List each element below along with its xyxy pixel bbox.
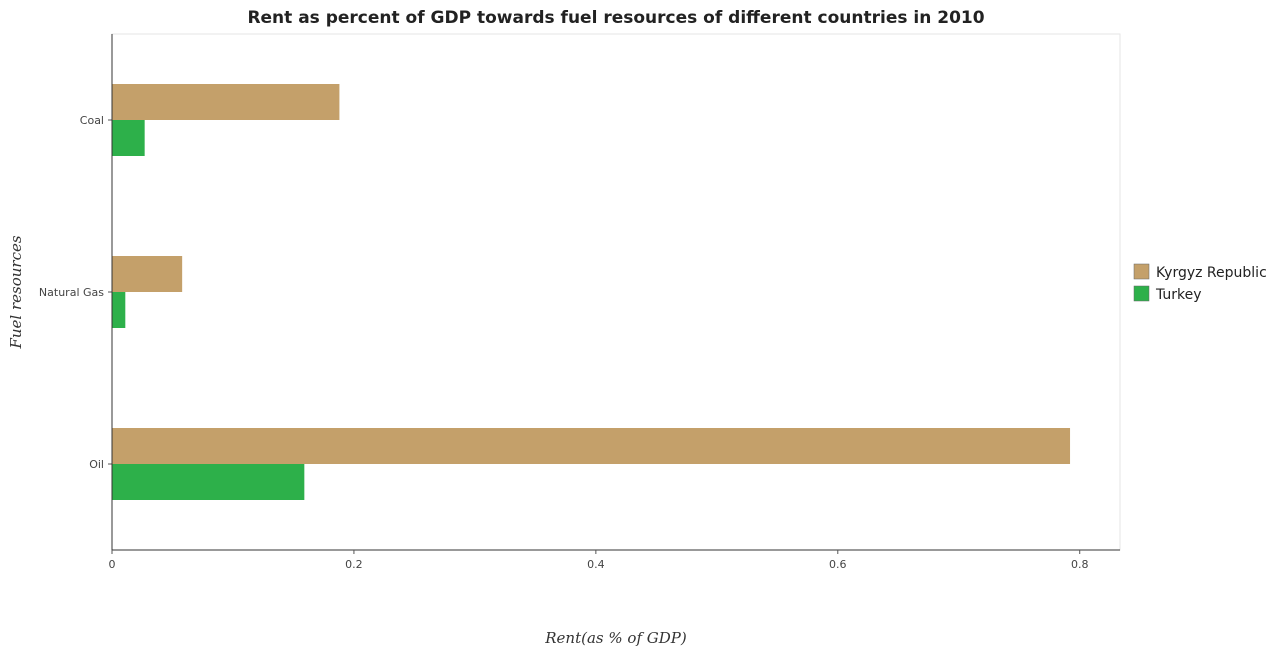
bar-kyrgyz-republic-coal — [112, 84, 340, 120]
legend-swatch-kyrgyz-republic — [1133, 263, 1150, 280]
y-tick-label-coal: Coal — [80, 114, 104, 127]
bar-kyrgyz-republic-oil — [112, 428, 1071, 464]
y-tick-label-oil: Oil — [89, 458, 104, 471]
bar-turkey-natural-gas — [112, 292, 126, 328]
x-tick-label: 0.6 — [829, 558, 847, 571]
x-tick-label: 0.8 — [1071, 558, 1089, 571]
legend-swatch-turkey — [1133, 285, 1150, 302]
y-tick-label-natural-gas: Natural Gas — [39, 286, 104, 299]
legend-label-turkey: Turkey — [1155, 287, 1202, 303]
bar-kyrgyz-republic-natural-gas — [112, 256, 183, 292]
x-tick-label: 0 — [109, 558, 116, 571]
bar-turkey-coal — [112, 120, 145, 156]
bar-turkey-oil — [112, 464, 305, 500]
x-tick-label: 0.4 — [587, 558, 605, 571]
y-axis-label: Fuel resources — [7, 235, 25, 349]
legend-label-kyrgyz-republic: Kyrgyz Republic — [1156, 265, 1267, 281]
x-tick-label: 0.2 — [345, 558, 363, 571]
legend: Kyrgyz Republic Turkey — [1133, 263, 1267, 303]
chart-title: Rent as percent of GDP towards fuel reso… — [247, 8, 985, 28]
x-axis-label: Rent(as % of GDP) — [544, 629, 687, 647]
